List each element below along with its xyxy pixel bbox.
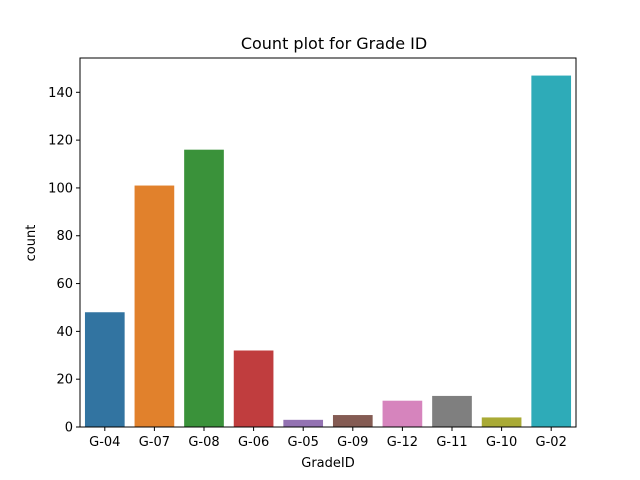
x-tick-label: G-04 — [89, 435, 120, 450]
plot-area: 0 20 40 60 80 100 120 140 G-04 G-07 G-08 G-06 G-05 G-… — [48, 57, 577, 450]
x-tick-label: G-05 — [288, 435, 319, 450]
y-axis-label: count — [24, 225, 39, 262]
bar-g-06 — [233, 350, 274, 427]
bar-g-04 — [84, 312, 125, 427]
bar-g-02 — [531, 75, 572, 428]
y-tick-label: 20 — [56, 373, 73, 388]
y-tick-label: 40 — [56, 325, 73, 340]
x-tick-label: G-06 — [238, 435, 269, 450]
y-tick-label: 140 — [48, 86, 73, 101]
x-tick-label: G-02 — [536, 435, 567, 450]
x-tick-label: G-07 — [139, 435, 170, 450]
bar-g-07 — [134, 185, 175, 427]
bar-g-12 — [382, 400, 423, 427]
bar-g-09 — [332, 415, 373, 427]
bar-g-05 — [283, 419, 324, 427]
x-axis-label: GradeID — [301, 456, 354, 471]
y-tick-label: 100 — [48, 181, 73, 196]
y-tick-label: 0 — [65, 421, 73, 436]
y-tick-label: 60 — [56, 277, 73, 292]
x-tick-label: G-09 — [337, 435, 368, 450]
x-tick-label: G-08 — [188, 435, 219, 450]
bar-g-10 — [481, 417, 522, 427]
bar-g-11 — [432, 395, 472, 427]
y-tick-label: 80 — [56, 229, 73, 244]
axes-frame — [79, 57, 577, 428]
x-tick-label: G-10 — [486, 435, 517, 450]
x-tick-label: G-12 — [387, 435, 418, 450]
bar-g-08 — [184, 149, 224, 427]
chart-title: Count plot for Grade ID — [241, 34, 427, 53]
y-tick-label: 120 — [48, 134, 73, 149]
x-tick-label: G-11 — [436, 435, 467, 450]
